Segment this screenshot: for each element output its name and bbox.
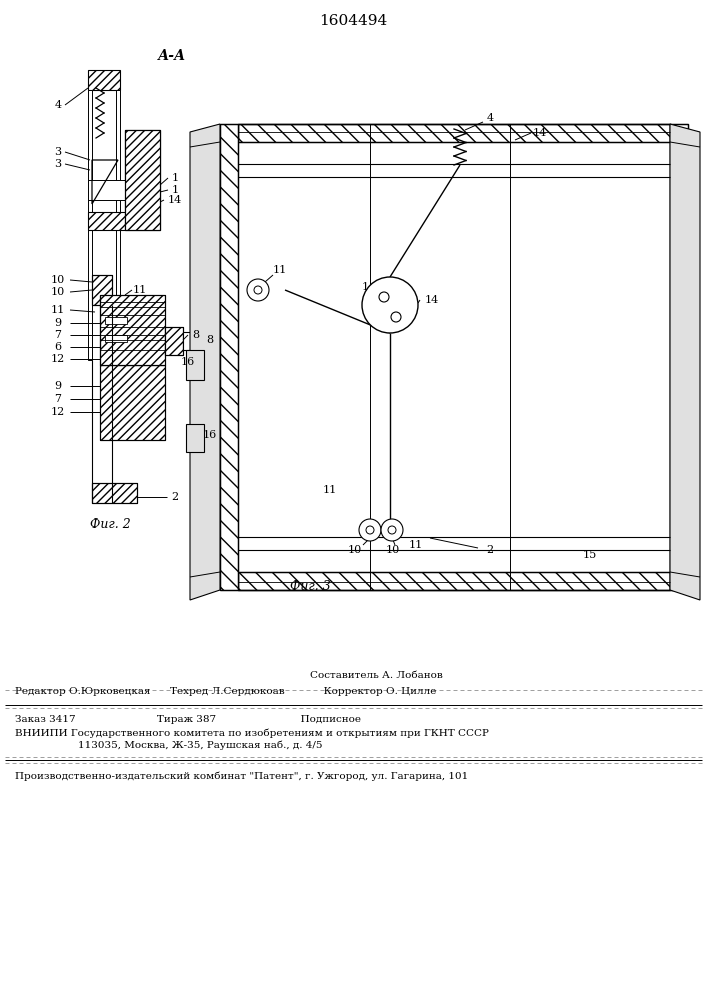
Text: 10: 10	[51, 287, 65, 297]
Text: 6: 6	[54, 342, 62, 352]
Text: 12: 12	[51, 354, 65, 364]
Text: Редактор О.Юрковецкая      Техред Л.Сердюкоав            Корректор О. Цилле: Редактор О.Юрковецкая Техред Л.Сердюкоав…	[15, 688, 436, 696]
Text: 2: 2	[486, 545, 493, 555]
Text: 11: 11	[409, 540, 423, 550]
Text: 1: 1	[171, 173, 179, 183]
Bar	[100, 295, 165, 365]
Bar	[238, 572, 670, 590]
Bar	[88, 180, 125, 200]
Text: 2: 2	[171, 492, 179, 502]
Bar	[125, 130, 160, 230]
Circle shape	[247, 279, 269, 301]
Circle shape	[362, 277, 418, 333]
Bar	[186, 424, 204, 452]
Text: 12: 12	[51, 407, 65, 417]
Bar	[125, 130, 160, 230]
Bar	[88, 90, 92, 360]
Text: Заказ 3417                         Тираж 387                          Подписное: Заказ 3417 Тираж 387 Подписное	[15, 716, 361, 724]
Bar	[165, 327, 183, 355]
Bar	[92, 483, 137, 503]
Text: 16: 16	[203, 430, 217, 440]
Text: 1604494: 1604494	[319, 14, 387, 28]
Bar	[92, 275, 112, 305]
Bar	[238, 124, 670, 142]
Bar	[88, 212, 125, 230]
Bar	[220, 124, 238, 590]
Text: 16: 16	[181, 357, 195, 367]
Text: 7: 7	[54, 394, 62, 404]
Text: Составитель А. Лобанов: Составитель А. Лобанов	[310, 670, 443, 680]
Text: Производственно-издательский комбинат "Патент", г. Ужгород, ул. Гагарина, 101: Производственно-издательский комбинат "П…	[15, 771, 468, 781]
Bar	[670, 124, 688, 590]
Text: 14: 14	[168, 195, 182, 205]
Text: Фиг. 3: Фиг. 3	[290, 580, 330, 593]
Text: 10: 10	[348, 545, 362, 555]
Bar	[100, 365, 165, 440]
Bar	[670, 124, 688, 590]
Text: 1: 1	[171, 185, 179, 195]
Text: 15: 15	[583, 550, 597, 560]
Text: 7: 7	[54, 330, 62, 340]
Bar	[105, 317, 127, 324]
Bar	[92, 483, 137, 503]
Bar	[165, 327, 183, 355]
Circle shape	[381, 519, 403, 541]
Bar	[183, 332, 197, 350]
Text: 9: 9	[54, 381, 62, 391]
Text: 11: 11	[133, 285, 147, 295]
Circle shape	[359, 519, 381, 541]
Text: ВНИИПИ Государственного комитета по изобретениям и открытиям при ГКНТ СССР: ВНИИПИ Государственного комитета по изоб…	[15, 728, 489, 738]
Text: 10: 10	[386, 545, 400, 555]
Text: 3: 3	[54, 159, 62, 169]
Text: 9: 9	[54, 318, 62, 328]
Text: 4: 4	[486, 113, 493, 123]
Text: 8: 8	[192, 330, 199, 340]
Polygon shape	[190, 124, 220, 600]
Text: 11: 11	[323, 485, 337, 495]
Text: 14: 14	[533, 128, 547, 138]
Text: А-А: А-А	[158, 49, 186, 63]
Bar	[92, 275, 112, 305]
Text: 1: 1	[361, 282, 368, 292]
Bar	[88, 70, 120, 90]
Text: 3: 3	[54, 147, 62, 157]
Polygon shape	[670, 124, 700, 600]
Bar	[238, 124, 670, 142]
Text: 10: 10	[51, 275, 65, 285]
Text: 11: 11	[51, 305, 65, 315]
Text: 113035, Москва, Ж-35, Раушская наб., д. 4/5: 113035, Москва, Ж-35, Раушская наб., д. …	[78, 740, 322, 750]
Bar	[238, 572, 670, 590]
Bar	[100, 365, 165, 440]
Text: 8: 8	[206, 335, 214, 345]
Text: Фиг. 2: Фиг. 2	[90, 518, 130, 530]
Bar	[186, 350, 204, 380]
Bar	[220, 124, 238, 590]
Text: 4: 4	[54, 100, 62, 110]
Text: 14: 14	[425, 295, 439, 305]
Text: 11: 11	[273, 265, 287, 275]
Bar	[105, 335, 127, 342]
Bar	[125, 130, 160, 230]
Bar	[116, 90, 120, 360]
Bar	[100, 295, 165, 365]
